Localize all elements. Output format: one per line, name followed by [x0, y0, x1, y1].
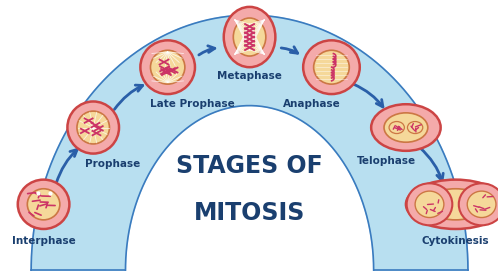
Text: Late Prophase: Late Prophase: [150, 99, 235, 109]
Ellipse shape: [303, 40, 360, 94]
Ellipse shape: [77, 111, 110, 144]
Ellipse shape: [150, 50, 185, 84]
Ellipse shape: [389, 122, 404, 134]
Ellipse shape: [424, 189, 487, 220]
Ellipse shape: [18, 179, 70, 229]
Text: Prophase: Prophase: [86, 159, 140, 169]
Ellipse shape: [467, 191, 496, 217]
Text: Interphase: Interphase: [12, 236, 76, 246]
Ellipse shape: [68, 101, 119, 153]
Polygon shape: [31, 15, 468, 270]
Text: Cytokinesis: Cytokinesis: [422, 236, 490, 246]
Ellipse shape: [371, 104, 440, 151]
Ellipse shape: [408, 122, 423, 134]
Ellipse shape: [415, 191, 444, 217]
Text: MITOSIS: MITOSIS: [194, 201, 305, 225]
Ellipse shape: [224, 7, 276, 67]
Ellipse shape: [234, 18, 266, 56]
Ellipse shape: [459, 183, 500, 225]
Ellipse shape: [314, 50, 350, 84]
Text: Anaphase: Anaphase: [282, 99, 341, 109]
Text: Metaphase: Metaphase: [217, 71, 282, 81]
Text: Telophase: Telophase: [356, 156, 416, 166]
Ellipse shape: [384, 113, 428, 142]
Ellipse shape: [28, 189, 60, 220]
Ellipse shape: [406, 179, 500, 229]
Ellipse shape: [140, 40, 195, 94]
Ellipse shape: [406, 183, 453, 225]
Text: STAGES OF: STAGES OF: [176, 154, 323, 178]
